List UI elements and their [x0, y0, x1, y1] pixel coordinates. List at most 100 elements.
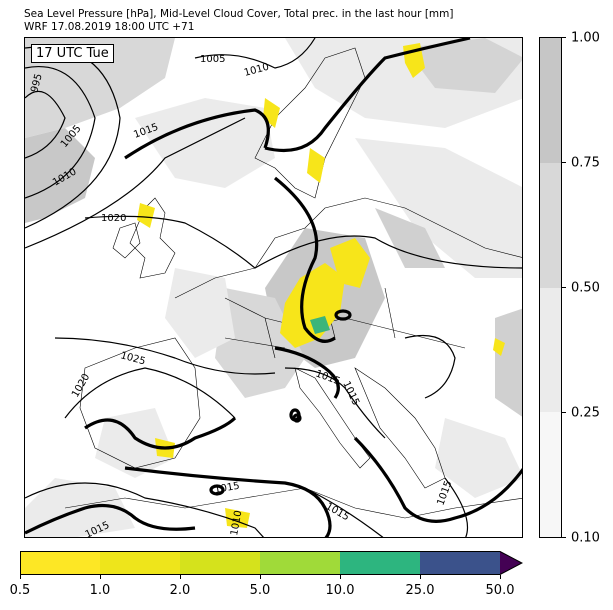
cloud-colorbar-segment	[540, 162, 561, 288]
cloud-colorbar-tick	[562, 287, 566, 288]
isobar	[25, 117, 246, 249]
cloud-area	[435, 418, 522, 498]
precip-colorbar-segment	[180, 551, 260, 575]
cloud-area	[405, 38, 522, 93]
precip-colorbar-outline	[20, 551, 523, 575]
cloud-area	[25, 478, 135, 537]
isobar-1015	[264, 38, 471, 153]
isobar-1015	[274, 346, 340, 399]
cloud-colorbar-segment	[540, 412, 561, 537]
cloud-colorbar-label: 0.10	[571, 530, 600, 546]
isobar	[25, 66, 96, 199]
precip-colorbar	[20, 551, 523, 575]
time-label: 17 UTC Tue	[31, 44, 114, 63]
weather-map: 995 1005 1010 1005 1010 1015 1020 1025 1…	[24, 37, 523, 538]
map-canvas: 995 1005 1010 1005 1010 1015 1020 1025 1…	[25, 38, 522, 537]
cloud-area	[355, 138, 522, 278]
cloud-area	[95, 408, 175, 478]
isobar-label: 1020	[101, 213, 126, 224]
isobar-label: 1005	[200, 54, 225, 65]
isobar-1015	[353, 436, 522, 523]
isobar-label: 1015	[435, 479, 454, 507]
precip-colorbar-segment	[260, 551, 340, 575]
isobar	[194, 38, 316, 69]
precip-colorbar-label: 5.0	[249, 583, 271, 598]
cloud-colorbar-label: 0.75	[571, 155, 600, 171]
precip-colorbar-segment	[420, 551, 500, 575]
cloud-area	[375, 208, 445, 268]
coastline-britain	[129, 197, 176, 279]
isobar-label: 1015	[214, 481, 241, 496]
cloud-area	[215, 288, 305, 398]
precip-colorbar-segment	[340, 551, 420, 575]
isobar-label: 1020	[70, 372, 92, 400]
cloud-area	[165, 268, 235, 358]
precip-colorbar-tick	[100, 575, 101, 579]
precip-colorbar-extend-arrow	[500, 551, 522, 575]
cloud-colorbar-segment	[540, 287, 561, 413]
isobar-1015-ring	[334, 309, 352, 321]
isobar-1015	[84, 416, 237, 450]
isobar-1015	[124, 466, 332, 537]
precip-area	[137, 203, 155, 228]
precip-area	[493, 338, 505, 356]
isobar	[25, 90, 66, 159]
cloud-colorbar-tick	[562, 37, 566, 38]
isobar-label: 1010	[229, 510, 244, 537]
precip-colorbar-segment	[100, 551, 180, 575]
isobar-1015	[274, 176, 336, 343]
coastline-scandinavia	[254, 47, 366, 199]
precip-colorbar-tick	[340, 575, 341, 579]
precip-colorbar-label: 2.0	[169, 583, 191, 598]
isobar-label: 1015	[324, 501, 352, 523]
isobar-1015	[25, 504, 196, 535]
cloud-area	[25, 128, 95, 223]
precip-colorbar-tick	[500, 575, 501, 579]
cloud-area	[495, 308, 522, 417]
cloud-colorbar-label: 0.25	[571, 405, 600, 421]
isobar	[64, 367, 236, 419]
cloud-cover-colorbar	[539, 37, 562, 538]
isobar-1015	[124, 108, 270, 160]
isobar	[284, 367, 386, 439]
cloud-colorbar-tick	[562, 162, 566, 163]
isobar-1015-ring	[292, 413, 302, 423]
coastline-europe	[174, 197, 522, 299]
isobar-label: 995	[29, 72, 45, 93]
precip-colorbar-tick	[420, 575, 421, 579]
isobar-label: 1015	[340, 380, 361, 408]
precip-colorbar-tick	[260, 575, 261, 579]
cloud-colorbar-segment	[540, 38, 561, 163]
precip-colorbar-tick	[20, 575, 21, 579]
isobar	[84, 215, 522, 269]
precip-colorbar-label: 25.0	[405, 583, 435, 598]
precipitation-layer	[137, 43, 505, 528]
chart-subtitle: WRF 17.08.2019 18:00 UTC +71	[24, 21, 195, 33]
isobar	[404, 334, 456, 399]
isobar	[444, 477, 469, 537]
isobar-1015-ring	[209, 484, 225, 496]
isobar	[25, 482, 264, 537]
precip-area	[307, 148, 325, 183]
precip-colorbar-label: 0.5	[9, 583, 31, 598]
coastline-balkans	[354, 367, 446, 489]
isobar-label: 1015	[314, 368, 342, 387]
precip-colorbar-label: 1.0	[89, 583, 111, 598]
precip-colorbar-label: 50.0	[485, 583, 515, 598]
chart-title: Sea Level Pressure [hPa], Mid-Level Clou…	[24, 8, 454, 20]
cloud-colorbar-tick	[562, 537, 566, 538]
isobar	[54, 337, 276, 375]
precip-area	[225, 508, 250, 528]
precip-colorbar-label: 10.0	[325, 583, 355, 598]
coastline-italy	[294, 367, 371, 469]
isobar-label: 1025	[119, 350, 146, 367]
cloud-colorbar-label: 1.00	[571, 30, 600, 46]
precip-area-heavy	[310, 316, 330, 334]
precip-colorbar-tick	[180, 575, 181, 579]
cloud-colorbar-tick	[562, 412, 566, 413]
isobars-1015	[25, 38, 522, 537]
isobar-label: 1010	[243, 62, 270, 79]
coastline-ireland	[112, 222, 141, 259]
cloud-colorbar-label: 0.50	[571, 280, 600, 296]
precip-colorbar-segment	[20, 551, 100, 575]
